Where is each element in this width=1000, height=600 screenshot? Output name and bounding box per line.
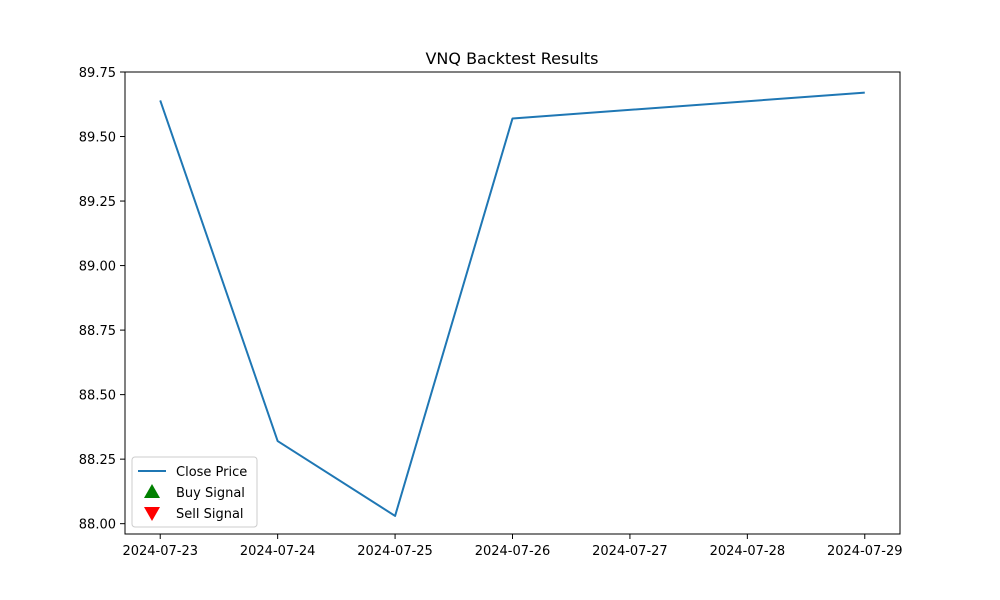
y-tick-label: 88.50 xyxy=(79,389,116,404)
y-tick-label: 89.00 xyxy=(79,260,116,275)
legend-label: Close Price xyxy=(176,465,247,480)
triangle-down-icon xyxy=(144,507,160,521)
y-tick-label: 88.75 xyxy=(79,324,116,339)
y-axis: 88.00 88.25 88.50 88.75 89.00 89.25 89.50 89.75 xyxy=(79,66,125,533)
y-tick-label: 89.50 xyxy=(79,131,116,146)
triangle-up-icon xyxy=(144,484,160,498)
x-tick-label: 2024-07-24 xyxy=(240,544,316,559)
x-tick-label: 2024-07-29 xyxy=(827,544,903,559)
legend-label: Sell Signal xyxy=(176,507,244,522)
x-tick-label: 2024-07-27 xyxy=(592,544,668,559)
legend: Close Price Buy Signal Sell Signal xyxy=(131,456,258,528)
x-tick-label: 2024-07-26 xyxy=(475,544,551,559)
series-line xyxy=(159,91,865,517)
x-tick-label: 2024-07-23 xyxy=(122,544,198,559)
legend-label: Buy Signal xyxy=(176,486,245,501)
y-tick-label: 89.75 xyxy=(79,66,116,81)
legend-item: Close Price xyxy=(138,465,247,480)
y-tick-label: 88.25 xyxy=(79,453,116,468)
legend-item: Buy Signal xyxy=(144,484,245,501)
y-tick-label: 88.00 xyxy=(79,518,116,533)
plot-area xyxy=(159,91,865,517)
y-tick-label: 89.25 xyxy=(79,195,116,210)
x-axis: 2024-07-23 2024-07-24 2024-07-25 2024-07-26… xyxy=(122,534,903,559)
chart-title: VNQ Backtest Results xyxy=(425,49,598,68)
x-tick-label: 2024-07-25 xyxy=(357,544,433,559)
x-tick-label: 2024-07-28 xyxy=(710,544,786,559)
legend-item: Sell Signal xyxy=(144,507,244,522)
legend-box xyxy=(131,456,258,528)
